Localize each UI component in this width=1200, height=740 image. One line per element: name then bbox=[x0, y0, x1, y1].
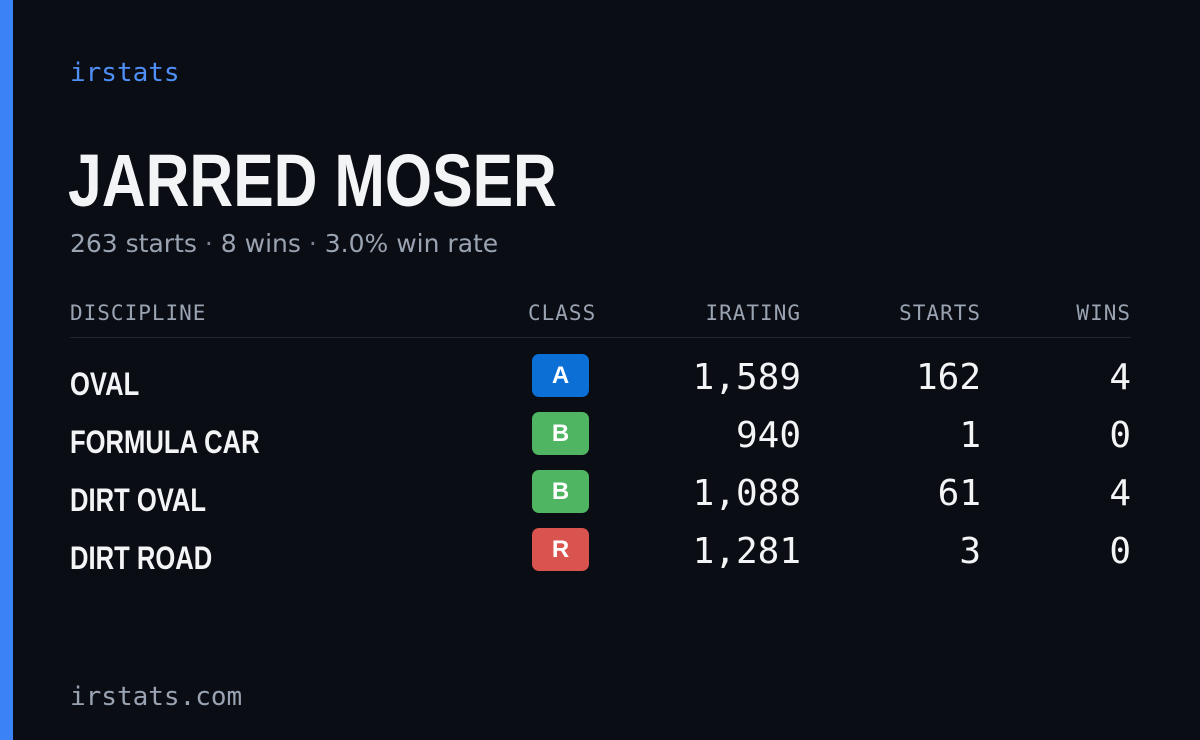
table-row: DIRT ROAD R 1,281 3 0 bbox=[70, 528, 1131, 586]
row-starts: 1 bbox=[959, 415, 981, 456]
summary-separator: · bbox=[308, 229, 317, 258]
row-irating: 940 bbox=[735, 415, 801, 456]
brand-logo-text: irstats bbox=[70, 58, 180, 88]
row-wins: 0 bbox=[1109, 531, 1131, 572]
header-class: CLASS bbox=[528, 301, 597, 325]
row-irating: 1,589 bbox=[692, 357, 801, 398]
row-discipline: DIRT OVAL bbox=[70, 482, 207, 518]
row-starts: 3 bbox=[959, 531, 981, 572]
summary-starts: 263 starts bbox=[70, 229, 197, 258]
row-wins: 0 bbox=[1109, 415, 1131, 456]
row-discipline: DIRT ROAD bbox=[70, 540, 213, 576]
player-summary: 263 starts · 8 wins · 3.0% win rate bbox=[70, 226, 498, 262]
accent-bar bbox=[0, 0, 13, 740]
header-irating: IRATING bbox=[705, 301, 801, 325]
footer-site-url: irstats.com bbox=[70, 682, 243, 712]
stats-table-header: DISCIPLINE CLASS IRATING STARTS WINS bbox=[70, 297, 1131, 338]
row-discipline: FORMULA CAR bbox=[70, 424, 260, 460]
class-badge: R bbox=[532, 528, 589, 571]
player-name: JARRED MOSER bbox=[68, 139, 557, 222]
row-discipline: OVAL bbox=[70, 366, 140, 402]
class-badge: A bbox=[532, 354, 589, 397]
header-discipline: DISCIPLINE bbox=[70, 301, 207, 325]
row-starts: 162 bbox=[915, 357, 981, 398]
summary-separator: · bbox=[204, 229, 213, 258]
row-wins: 4 bbox=[1109, 473, 1131, 514]
class-badge: B bbox=[532, 412, 589, 455]
header-starts: STARTS bbox=[899, 301, 981, 325]
class-badge: B bbox=[532, 470, 589, 513]
header-wins: WINS bbox=[1076, 301, 1131, 325]
row-irating: 1,281 bbox=[692, 531, 801, 572]
table-row: DIRT OVAL B 1,088 61 4 bbox=[70, 470, 1131, 528]
summary-win-rate: 3.0% win rate bbox=[324, 229, 499, 258]
table-row: OVAL A 1,589 162 4 bbox=[70, 354, 1131, 412]
row-wins: 4 bbox=[1109, 357, 1131, 398]
summary-wins: 8 wins bbox=[220, 229, 301, 258]
table-row: FORMULA CAR B 940 1 0 bbox=[70, 412, 1131, 470]
row-irating: 1,088 bbox=[692, 473, 801, 514]
row-starts: 61 bbox=[937, 473, 981, 514]
